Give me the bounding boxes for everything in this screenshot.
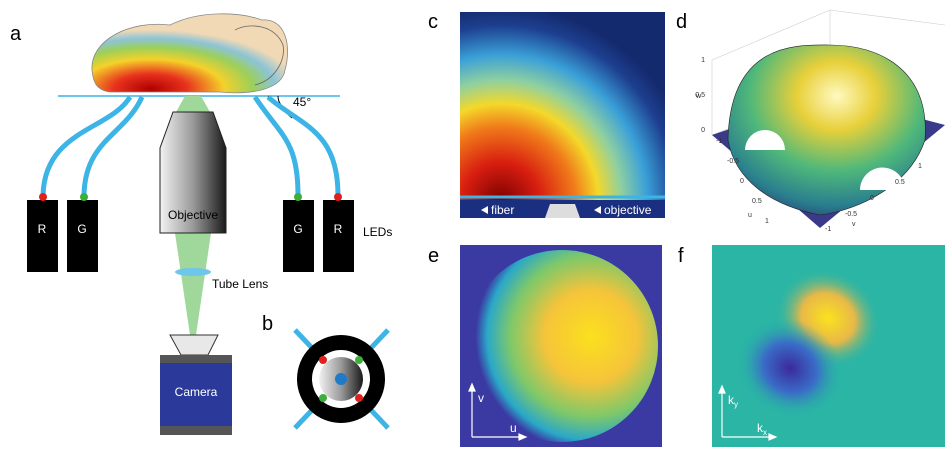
camera-lens <box>170 335 218 355</box>
panel-label: b <box>262 313 273 335</box>
tick-label: 0.5 <box>895 179 905 186</box>
tube-lens-label: Tube Lens <box>212 277 268 291</box>
brain <box>92 14 288 93</box>
tick-label: -0.5 <box>727 158 739 165</box>
objective-label: objective <box>604 203 652 217</box>
tick-label: 0 <box>701 127 705 134</box>
panel-label: a <box>10 23 22 45</box>
panel-label: c <box>428 11 438 33</box>
axis-label: u <box>748 212 752 219</box>
camera-label: Camera <box>175 385 218 399</box>
camera-strip <box>160 355 232 363</box>
panel-label: f <box>678 245 684 267</box>
axis-label: u <box>510 421 517 435</box>
led-label: R <box>38 222 47 236</box>
tick-label: 1 <box>765 218 769 225</box>
heatmap <box>460 12 665 218</box>
tick-label: 1 <box>918 163 922 170</box>
tick-label: 0 <box>870 195 874 202</box>
axis-label: w <box>695 93 702 100</box>
panel-label: e <box>428 245 439 267</box>
tick-label: 0.5 <box>752 198 762 205</box>
fiber-label: fiber <box>491 203 514 217</box>
leds-label: LEDs <box>363 225 392 239</box>
camera-strip <box>160 426 232 435</box>
led-label: G <box>293 222 302 236</box>
figure: a 45° R G G R LEDs Objective Tube Lens C… <box>0 0 945 449</box>
tick-label: 1 <box>701 57 705 64</box>
tick-label: -0.5 <box>845 211 857 218</box>
objective-icon <box>545 204 580 218</box>
fiber-ring <box>295 330 388 428</box>
panel-label: d <box>676 11 687 33</box>
tube-lens <box>175 268 211 276</box>
axis-label: v <box>852 221 856 228</box>
spot <box>466 250 658 442</box>
led-label: G <box>77 222 86 236</box>
led-label: R <box>334 222 343 236</box>
tick-label: -1 <box>716 138 722 145</box>
tick-label: 0 <box>740 178 744 185</box>
axis-label: v <box>478 391 484 405</box>
objective-label: Objective <box>168 208 218 222</box>
tick-label: -1 <box>825 226 831 233</box>
beam-top <box>176 96 210 112</box>
angle-label: 45° <box>293 95 311 109</box>
